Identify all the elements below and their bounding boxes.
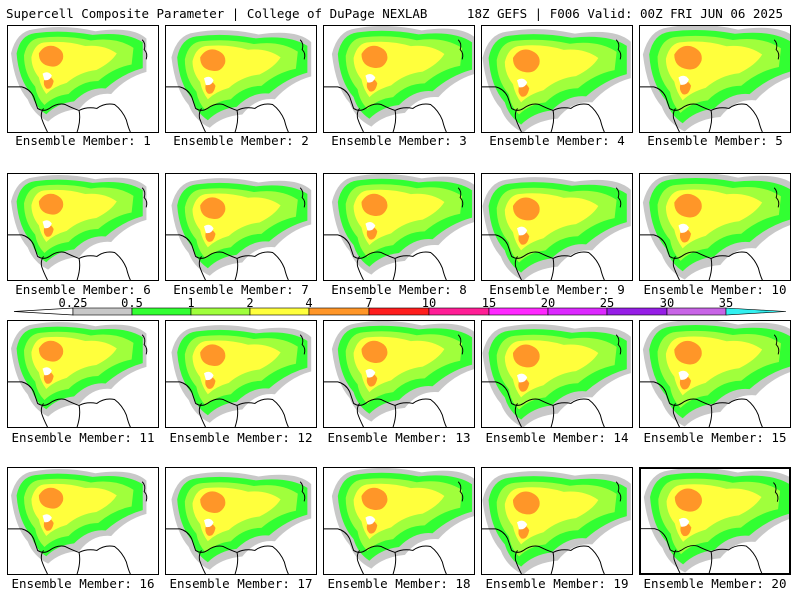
colorbar-tick-label: 7 bbox=[365, 296, 373, 310]
ensemble-map-7[interactable] bbox=[165, 173, 317, 281]
colorbar-tick-label: 4 bbox=[305, 296, 313, 310]
member-label-15: Ensemble Member: 15 bbox=[643, 430, 787, 445]
colorbar-tick-label: 2 bbox=[246, 296, 254, 310]
colorbar-tick-label: 0.25 bbox=[58, 296, 88, 310]
member-label-11: Ensemble Member: 11 bbox=[11, 430, 155, 445]
colorbar-bin-4 bbox=[249, 307, 310, 316]
member-label-4: Ensemble Member: 4 bbox=[489, 133, 625, 148]
ensemble-map-12[interactable] bbox=[165, 320, 317, 428]
colorbar-tick-label: 0.5 bbox=[121, 296, 143, 310]
colorbar-bin-7 bbox=[428, 307, 490, 316]
member-label-1: Ensemble Member: 1 bbox=[15, 133, 151, 148]
color-scale-bar bbox=[13, 307, 787, 316]
colorbar-tick-label: 10 bbox=[421, 296, 437, 310]
colorbar-over-arrow bbox=[725, 307, 787, 316]
member-label-5: Ensemble Member: 5 bbox=[647, 133, 783, 148]
ensemble-map-11[interactable] bbox=[7, 320, 159, 428]
colorbar-bin-11 bbox=[666, 307, 727, 316]
colorbar-tick-label: 1 bbox=[187, 296, 195, 310]
ensemble-map-10[interactable] bbox=[639, 173, 791, 281]
member-label-6: Ensemble Member: 6 bbox=[15, 282, 151, 297]
colorbar-bin-10 bbox=[606, 307, 668, 316]
ensemble-map-6[interactable] bbox=[7, 173, 159, 281]
colorbar-bin-3 bbox=[190, 307, 251, 316]
member-label-10: Ensemble Member: 10 bbox=[643, 282, 787, 297]
colorbar-tick-label: 35 bbox=[718, 296, 734, 310]
colorbar-tick-label: 15 bbox=[481, 296, 497, 310]
ensemble-map-19[interactable] bbox=[481, 467, 633, 575]
ensemble-map-8[interactable] bbox=[323, 173, 475, 281]
member-label-18: Ensemble Member: 18 bbox=[327, 576, 471, 591]
member-label-2: Ensemble Member: 2 bbox=[173, 133, 309, 148]
colorbar-tick-label: 25 bbox=[599, 296, 615, 310]
ensemble-map-20[interactable] bbox=[639, 467, 791, 575]
ensemble-map-16[interactable] bbox=[7, 467, 159, 575]
colorbar-bin-6 bbox=[368, 307, 430, 316]
colorbar-bin-5 bbox=[308, 307, 370, 316]
colorbar-tick-label: 20 bbox=[540, 296, 556, 310]
member-label-13: Ensemble Member: 13 bbox=[327, 430, 471, 445]
colorbar-tick-label: 30 bbox=[659, 296, 675, 310]
member-label-19: Ensemble Member: 19 bbox=[485, 576, 629, 591]
member-label-14: Ensemble Member: 14 bbox=[485, 430, 629, 445]
ensemble-map-9[interactable] bbox=[481, 173, 633, 281]
ensemble-map-14[interactable] bbox=[481, 320, 633, 428]
product-title: Supercell Composite Parameter | College … bbox=[6, 6, 428, 21]
ensemble-map-13[interactable] bbox=[323, 320, 475, 428]
colorbar-bin-9 bbox=[547, 307, 608, 316]
member-label-12: Ensemble Member: 12 bbox=[169, 430, 313, 445]
ensemble-map-3[interactable] bbox=[323, 25, 475, 133]
run-valid-time: 18Z GEFS | F006 Valid: 00Z FRI JUN 06 20… bbox=[466, 6, 783, 21]
ensemble-map-1[interactable] bbox=[7, 25, 159, 133]
colorbar-bin-8 bbox=[488, 307, 549, 316]
member-label-17: Ensemble Member: 17 bbox=[169, 576, 313, 591]
member-label-16: Ensemble Member: 16 bbox=[11, 576, 155, 591]
member-label-9: Ensemble Member: 9 bbox=[489, 282, 625, 297]
member-label-3: Ensemble Member: 3 bbox=[331, 133, 467, 148]
ensemble-map-2[interactable] bbox=[165, 25, 317, 133]
member-label-8: Ensemble Member: 8 bbox=[331, 282, 467, 297]
member-label-20: Ensemble Member: 20 bbox=[643, 576, 787, 591]
ensemble-map-17[interactable] bbox=[165, 467, 317, 575]
ensemble-map-5[interactable] bbox=[639, 25, 791, 133]
ensemble-map-4[interactable] bbox=[481, 25, 633, 133]
ensemble-map-18[interactable] bbox=[323, 467, 475, 575]
member-label-7: Ensemble Member: 7 bbox=[173, 282, 309, 297]
ensemble-map-15[interactable] bbox=[639, 320, 791, 428]
